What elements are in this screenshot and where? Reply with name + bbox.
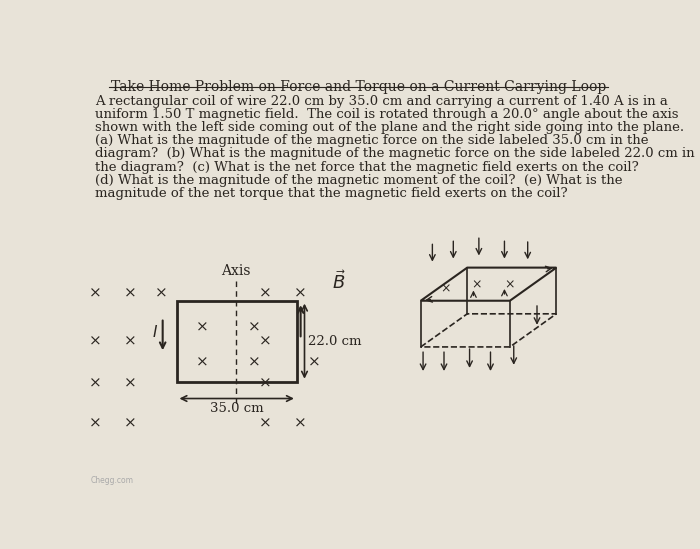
Text: shown with the left side coming out of the plane and the right side going into t: shown with the left side coming out of t… <box>95 121 685 135</box>
Text: ×: × <box>196 321 209 335</box>
Text: 35.0 cm: 35.0 cm <box>210 402 263 414</box>
Text: ×: × <box>89 286 102 300</box>
Text: Chegg.com: Chegg.com <box>90 476 134 485</box>
Text: ×: × <box>124 286 136 300</box>
Text: ×: × <box>89 417 102 431</box>
Text: (d) What is the magnitude of the magnetic moment of the coil?  (e) What is the: (d) What is the magnitude of the magneti… <box>95 173 623 187</box>
Text: ×: × <box>124 334 136 349</box>
Text: $I$: $I$ <box>152 324 158 340</box>
Text: ×: × <box>505 279 515 292</box>
Text: ×: × <box>89 334 102 349</box>
Text: Take Home Problem on Force and Torque on a Current Carrying Loop: Take Home Problem on Force and Torque on… <box>111 80 606 94</box>
Text: ×: × <box>248 355 260 369</box>
Text: ×: × <box>155 286 167 300</box>
Text: ×: × <box>260 286 272 300</box>
Text: ×: × <box>124 417 136 431</box>
Text: ×: × <box>471 279 482 292</box>
Text: ×: × <box>307 356 321 369</box>
Text: Axis: Axis <box>221 264 251 278</box>
Text: ×: × <box>440 283 451 296</box>
Text: ×: × <box>196 355 209 369</box>
Text: diagram?  (b) What is the magnitude of the magnetic force on the side labeled 22: diagram? (b) What is the magnitude of th… <box>95 148 695 160</box>
Bar <box>176 301 297 382</box>
Text: (a) What is the magnitude of the magnetic force on the side labeled 35.0 cm in t: (a) What is the magnitude of the magneti… <box>95 135 649 148</box>
Text: ×: × <box>260 334 272 349</box>
Text: A rectangular coil of wire 22.0 cm by 35.0 cm and carrying a current of 1.40 A i: A rectangular coil of wire 22.0 cm by 35… <box>95 95 668 108</box>
Text: ×: × <box>294 417 307 431</box>
Text: ×: × <box>260 417 272 431</box>
Text: magnitude of the net torque that the magnetic field exerts on the coil?: magnitude of the net torque that the mag… <box>95 187 568 200</box>
Text: the diagram?  (c) What is the net force that the magnetic field exerts on the co: the diagram? (c) What is the net force t… <box>95 161 639 173</box>
Text: ×: × <box>89 376 102 390</box>
Text: $\vec{B}$: $\vec{B}$ <box>332 270 346 293</box>
Text: 22.0 cm: 22.0 cm <box>307 335 361 348</box>
Text: uniform 1.50 T magnetic field.  The coil is rotated through a 20.0° angle about : uniform 1.50 T magnetic field. The coil … <box>95 108 679 121</box>
Text: ×: × <box>248 321 260 335</box>
Text: ×: × <box>260 376 272 390</box>
Text: ×: × <box>124 376 136 390</box>
Text: ×: × <box>294 286 307 300</box>
